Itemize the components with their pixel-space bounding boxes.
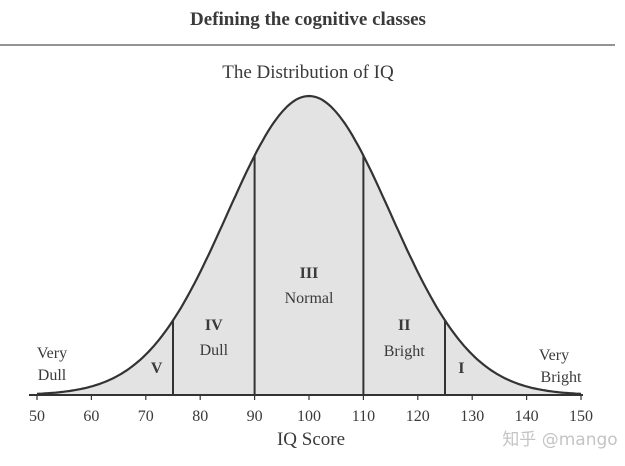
class-numeral-III: III xyxy=(300,265,319,282)
distribution-curve xyxy=(36,94,582,395)
class-label-normal: Normal xyxy=(285,290,334,307)
tail-label-right-1: Very xyxy=(539,347,569,364)
x-tick-label-140: 140 xyxy=(515,408,539,425)
tail-label-left-2: Dull xyxy=(38,367,67,384)
x-tick-label-70: 70 xyxy=(138,408,154,425)
class-label-dull: Dull xyxy=(200,342,229,359)
tail-label-right-2: Bright xyxy=(541,369,582,386)
x-tick-label-150: 150 xyxy=(569,408,593,425)
class-label-bright: Bright xyxy=(384,343,425,360)
class-numeral-I: I xyxy=(458,360,464,377)
page-heading: Defining the cognitive classes xyxy=(190,9,426,30)
x-tick-label-130: 130 xyxy=(460,408,484,425)
x-axis-label: IQ Score xyxy=(277,429,345,450)
class-numeral-IV: IV xyxy=(205,317,223,334)
tail-label-left-1: Very xyxy=(37,345,67,362)
class-numeral-V: V xyxy=(151,360,163,377)
x-tick-label-80: 80 xyxy=(192,408,208,425)
x-tick-label-50: 50 xyxy=(29,408,45,425)
x-tick-label-100: 100 xyxy=(297,408,321,425)
x-tick-label-60: 60 xyxy=(83,408,99,425)
class-numeral-II: II xyxy=(398,317,410,334)
distribution-area xyxy=(37,96,581,395)
watermark: 知乎 @mango xyxy=(502,430,617,450)
x-tick-label-110: 110 xyxy=(352,408,375,425)
x-tick-label-120: 120 xyxy=(406,408,430,425)
chart-title: The Distribution of IQ xyxy=(222,62,394,83)
x-tick-label-90: 90 xyxy=(247,408,263,425)
